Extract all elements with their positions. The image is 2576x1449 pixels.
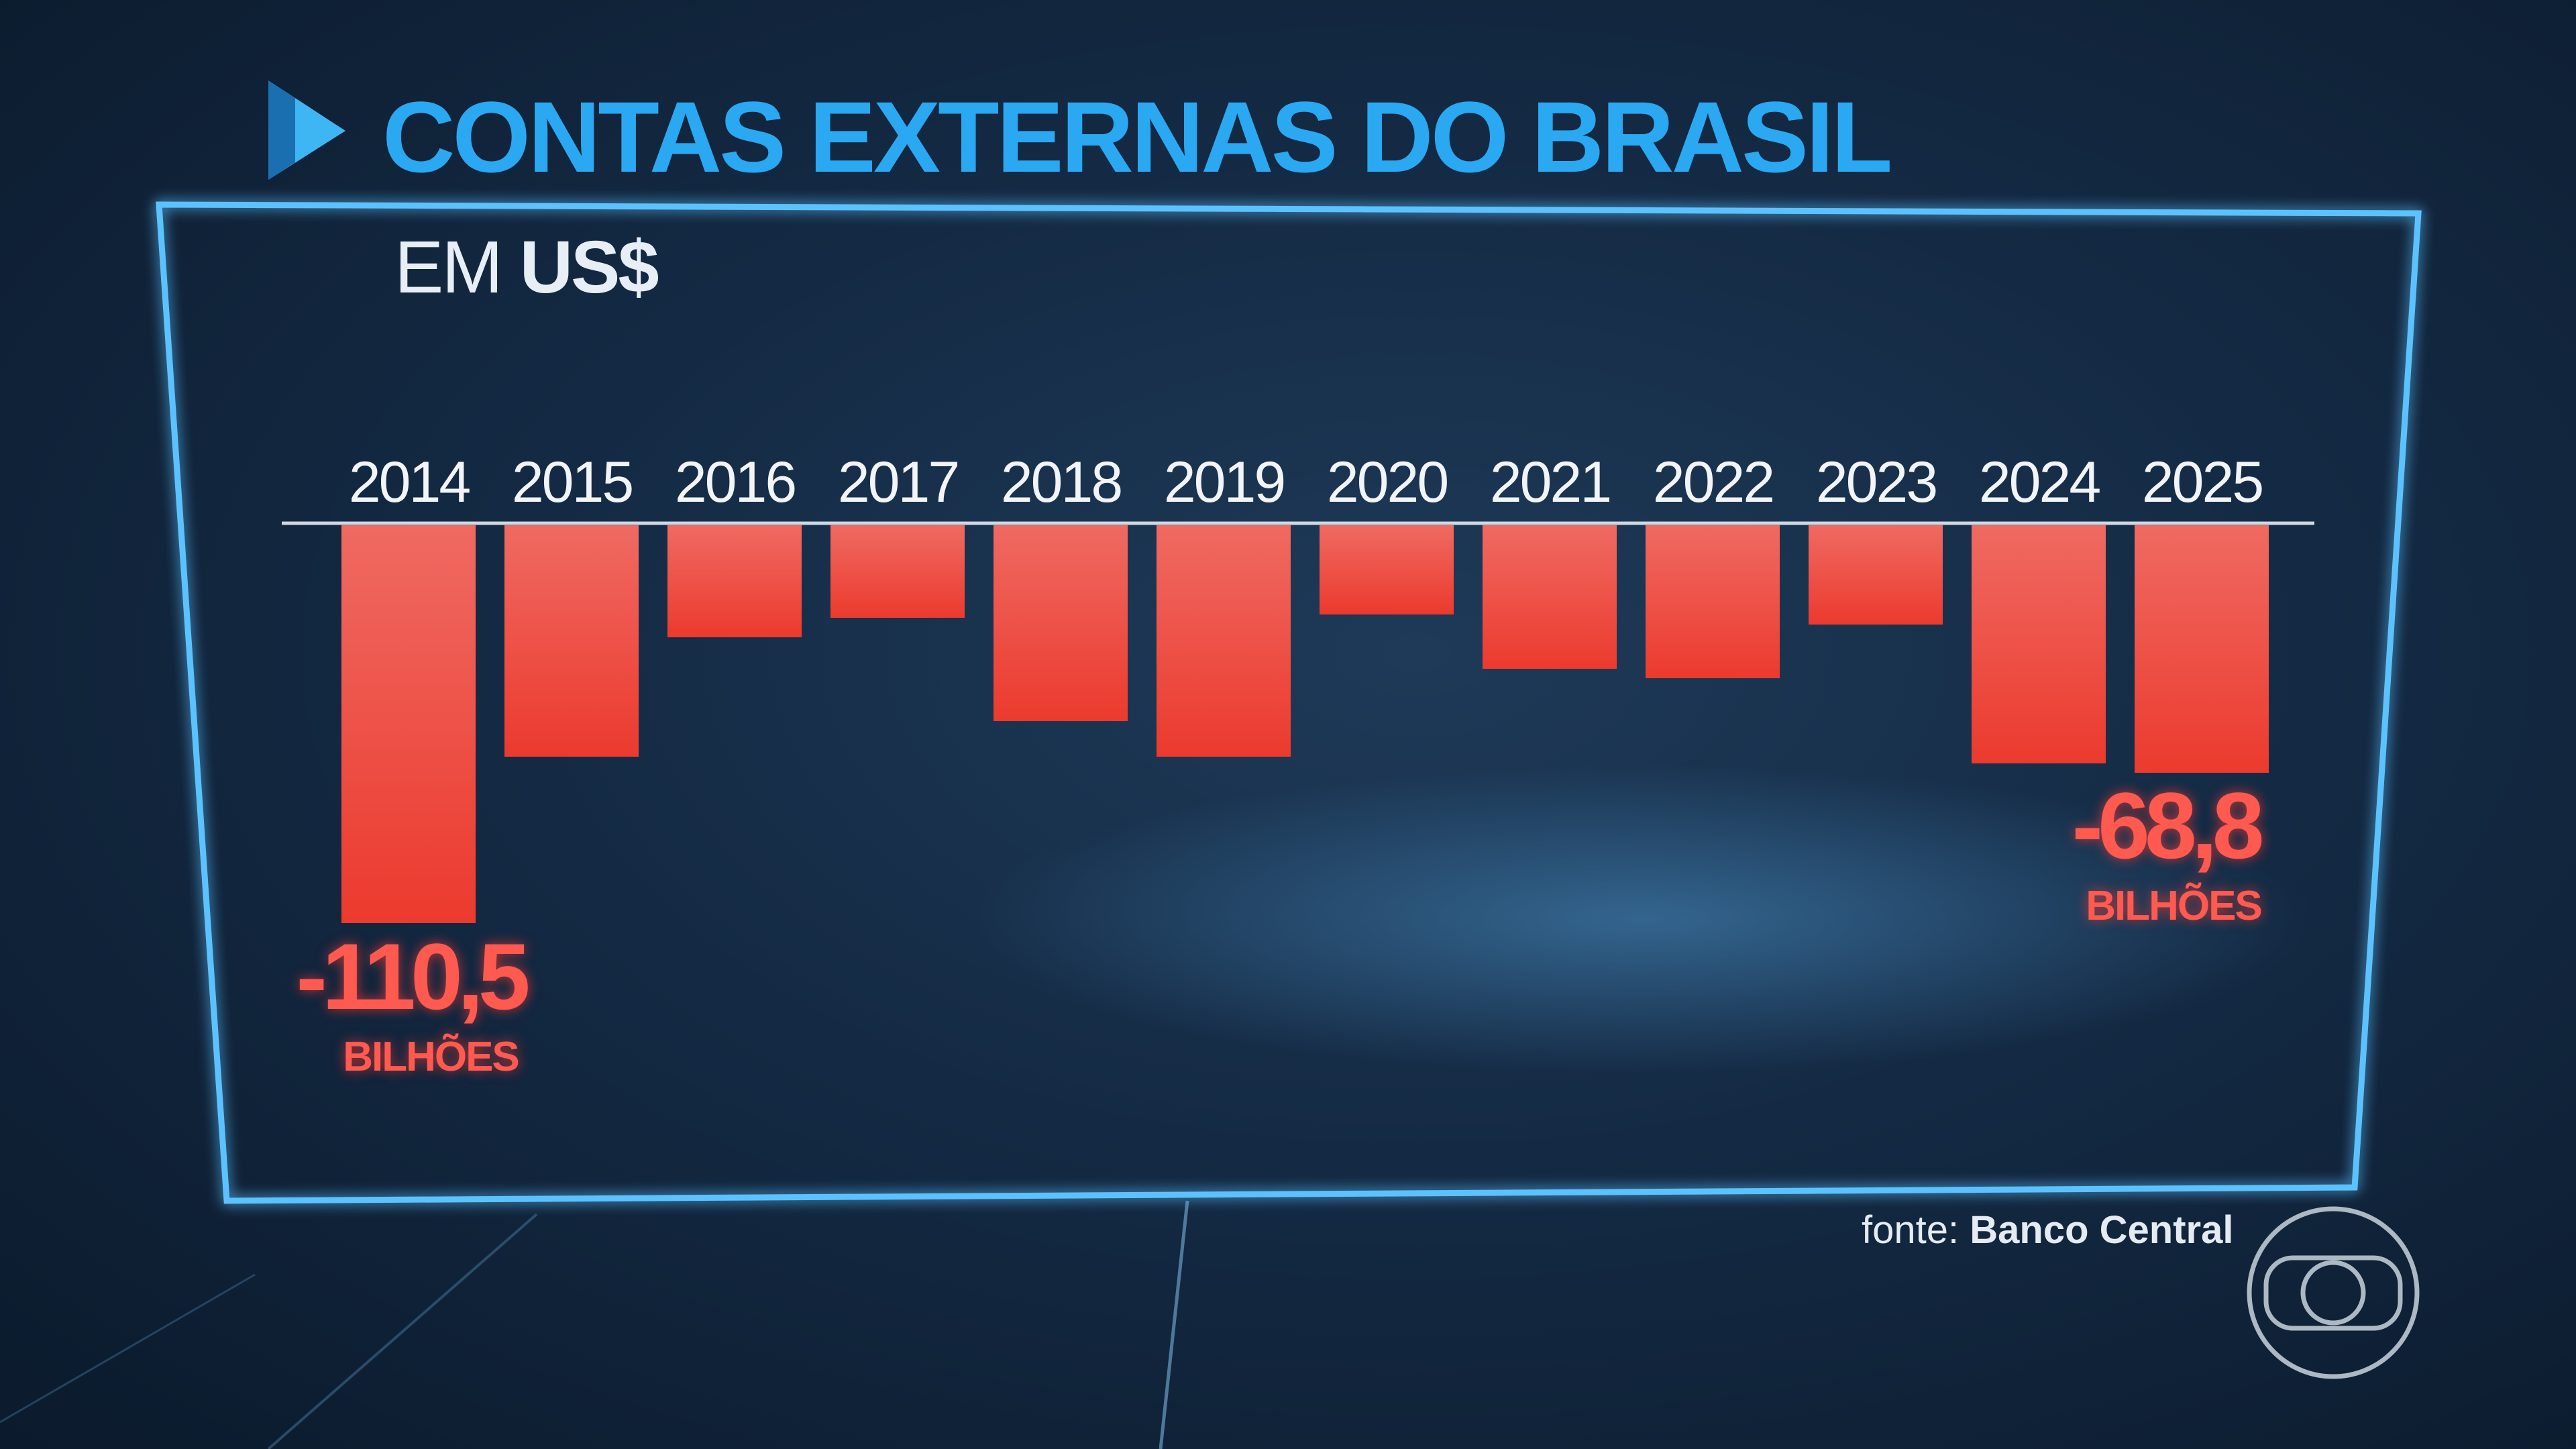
unit-label: EM US$ (394, 225, 659, 310)
year-label-2020: 2020 (1326, 450, 1449, 515)
bar-2018 (994, 525, 1128, 721)
unit-prefix: EM (394, 226, 503, 309)
annotation-2025-unit: BILHÕES (2086, 883, 2263, 929)
bar-2022 (1646, 525, 1780, 678)
year-label-2024: 2024 (1978, 450, 2101, 515)
bar-2017 (830, 525, 965, 619)
year-label-2025: 2025 (2141, 450, 2264, 515)
source-name: Banco Central (1970, 1208, 2234, 1252)
year-label-2018: 2018 (1000, 450, 1123, 515)
chart-frame (156, 201, 2422, 1204)
unit-currency: US$ (519, 226, 659, 309)
bar-2024 (1972, 525, 2106, 763)
annotation-2014-value: -110,5 (296, 924, 530, 1029)
bar-2015 (504, 525, 639, 757)
source-note: fonte: Banco Central (1862, 1208, 2233, 1252)
year-label-2023: 2023 (1815, 450, 1938, 515)
year-label-2021: 2021 (1489, 450, 1612, 515)
annotation-2025-value: -68,8 (2072, 773, 2264, 878)
page-title: CONTAS EXTERNAS DO BRASIL (382, 80, 1892, 193)
bar-2021 (1483, 525, 1617, 669)
year-label-2015: 2015 (511, 450, 634, 515)
year-label-2016: 2016 (674, 450, 797, 515)
year-label-2019: 2019 (1163, 450, 1286, 515)
year-label-2022: 2022 (1652, 450, 1775, 515)
bar-2014 (341, 525, 476, 923)
year-label-2017: 2017 (837, 450, 960, 515)
bar-2020 (1320, 525, 1454, 615)
bar-2016 (667, 525, 802, 638)
annotation-2014-unit: BILHÕES (343, 1034, 520, 1080)
bar-2019 (1157, 525, 1291, 757)
source-prefix: fonte: (1862, 1208, 1960, 1252)
globo-logo-icon (2247, 1206, 2420, 1379)
bar-2023 (1809, 525, 1943, 625)
year-label-2014: 2014 (348, 450, 471, 515)
bar-2025 (2135, 525, 2269, 773)
